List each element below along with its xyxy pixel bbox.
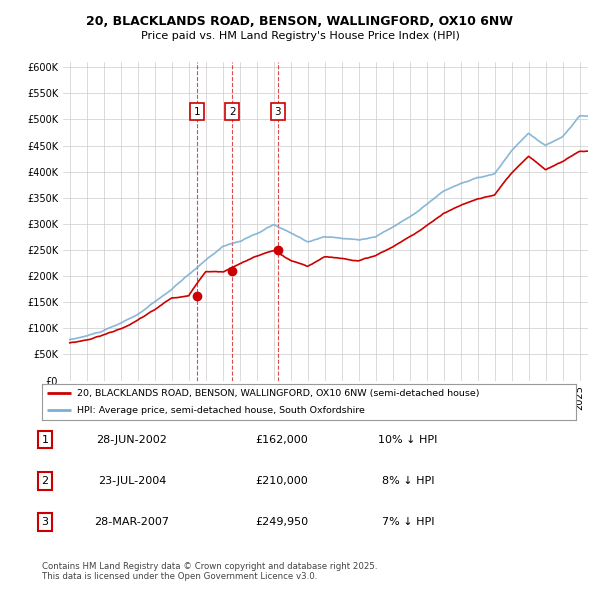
Text: 8% ↓ HPI: 8% ↓ HPI bbox=[382, 476, 434, 486]
Text: 2: 2 bbox=[41, 476, 49, 486]
Text: HPI: Average price, semi-detached house, South Oxfordshire: HPI: Average price, semi-detached house,… bbox=[77, 406, 365, 415]
Text: 2: 2 bbox=[229, 107, 236, 117]
Text: 20, BLACKLANDS ROAD, BENSON, WALLINGFORD, OX10 6NW (semi-detached house): 20, BLACKLANDS ROAD, BENSON, WALLINGFORD… bbox=[77, 389, 479, 398]
Text: 3: 3 bbox=[274, 107, 281, 117]
Text: 7% ↓ HPI: 7% ↓ HPI bbox=[382, 517, 434, 527]
Text: £210,000: £210,000 bbox=[256, 476, 308, 486]
Text: Price paid vs. HM Land Registry's House Price Index (HPI): Price paid vs. HM Land Registry's House … bbox=[140, 31, 460, 41]
Text: £162,000: £162,000 bbox=[256, 435, 308, 444]
Text: 3: 3 bbox=[41, 517, 49, 527]
Text: 20, BLACKLANDS ROAD, BENSON, WALLINGFORD, OX10 6NW: 20, BLACKLANDS ROAD, BENSON, WALLINGFORD… bbox=[86, 15, 514, 28]
Text: 1: 1 bbox=[41, 435, 49, 444]
Text: £249,950: £249,950 bbox=[256, 517, 308, 527]
Text: 28-MAR-2007: 28-MAR-2007 bbox=[95, 517, 170, 527]
Text: 1: 1 bbox=[194, 107, 200, 117]
Text: 28-JUN-2002: 28-JUN-2002 bbox=[97, 435, 167, 444]
Text: 10% ↓ HPI: 10% ↓ HPI bbox=[379, 435, 437, 444]
Text: Contains HM Land Registry data © Crown copyright and database right 2025.
This d: Contains HM Land Registry data © Crown c… bbox=[42, 562, 377, 581]
Text: 23-JUL-2004: 23-JUL-2004 bbox=[98, 476, 166, 486]
